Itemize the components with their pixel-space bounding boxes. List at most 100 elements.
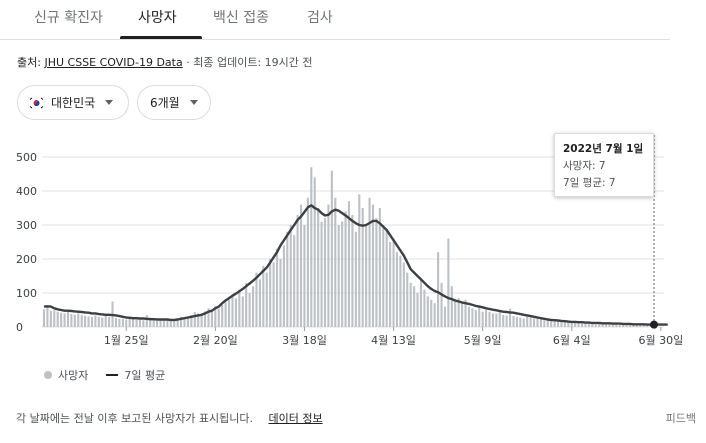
deaths-bar — [646, 324, 649, 327]
deaths-bar — [49, 310, 52, 327]
deaths-bar — [368, 197, 371, 327]
deaths-bar — [419, 279, 423, 327]
deaths-bar — [625, 324, 628, 327]
south-korea-flag-icon — [28, 96, 45, 109]
deaths-bar — [227, 299, 231, 327]
tab-deaths[interactable]: 사망자 — [138, 10, 177, 26]
tab-vaccinations[interactable]: 백신 접종 — [213, 10, 269, 26]
deaths-bar — [204, 311, 207, 327]
deaths-bar — [286, 231, 289, 327]
deaths-bar — [433, 303, 436, 327]
deaths-bar — [272, 262, 275, 327]
deaths-bar — [635, 324, 638, 327]
deaths-bar — [210, 310, 213, 327]
deaths-bar — [169, 320, 172, 327]
deaths-bar — [255, 272, 258, 327]
last-updated: · 최종 업데이트: 19시간 전 — [186, 56, 313, 69]
deaths-bar — [323, 218, 327, 327]
deaths-bar — [471, 308, 474, 327]
deaths-bar — [53, 310, 56, 327]
deaths-bar — [543, 320, 546, 327]
deaths-bar — [293, 235, 296, 327]
deaths-bar — [437, 252, 440, 327]
deaths-bar — [560, 320, 563, 327]
deaths-bar — [522, 318, 525, 327]
x-tick-label: 1월 25일 — [104, 333, 149, 347]
deaths-bar — [289, 225, 292, 327]
deaths-bar — [173, 319, 176, 327]
deaths-bar — [594, 324, 597, 327]
seven-day-average-line — [43, 204, 668, 326]
deaths-bar — [231, 294, 234, 327]
deaths-bar — [358, 194, 361, 327]
deaths-bar — [591, 323, 594, 327]
tooltip-date: 2022년 7월 1일 — [563, 143, 644, 155]
deaths-bar — [365, 225, 368, 327]
chart-tooltip: 2022년 7월 1일 사망자: 7 7일 평균: 7 — [554, 133, 654, 197]
deaths-bar — [628, 324, 632, 327]
feedback-link[interactable]: 피드백 — [665, 412, 696, 425]
deaths-bar — [306, 197, 309, 327]
deaths-bar — [186, 317, 189, 327]
deaths-bar — [481, 311, 484, 327]
deaths-bar — [327, 204, 330, 327]
deaths-bar — [509, 308, 512, 327]
deaths-bar — [183, 319, 186, 327]
y-tick-label: 400 — [16, 185, 37, 198]
deaths-bar — [529, 317, 532, 327]
deaths-bar — [587, 322, 590, 327]
x-tick-label: 2월 20일 — [193, 333, 238, 347]
deaths-bar — [536, 318, 539, 327]
deaths-bar — [440, 282, 443, 327]
deaths-bar — [162, 320, 166, 327]
deaths-bar — [505, 315, 508, 327]
chart-legend: 사망자 7일 평균 — [44, 367, 165, 383]
deaths-bar — [180, 316, 183, 327]
deaths-bar — [190, 315, 193, 327]
x-tick-label: 6월 30일 — [638, 333, 683, 347]
deaths-bar — [70, 314, 73, 327]
tab-tests[interactable]: 검사 — [307, 10, 333, 26]
deaths-bar — [512, 316, 515, 327]
deaths-bar — [570, 322, 573, 327]
deaths-bar — [176, 318, 179, 327]
deaths-bar — [73, 314, 76, 327]
deaths-bar — [234, 298, 237, 327]
data-info-link[interactable]: 데이터 정보 — [268, 412, 323, 425]
deaths-bar — [251, 286, 255, 327]
deaths-bar — [430, 299, 433, 327]
deaths-bar — [101, 317, 104, 327]
deaths-bar — [214, 305, 217, 327]
deaths-bar — [80, 315, 83, 327]
deaths-bar — [371, 204, 375, 327]
deaths-bar — [413, 286, 416, 327]
deaths-bar — [474, 310, 477, 327]
y-tick-label: 500 — [16, 151, 37, 164]
deaths-bar — [145, 315, 148, 327]
deaths-bar — [601, 323, 604, 327]
deaths-bar — [262, 265, 265, 327]
deaths-bar — [245, 282, 248, 327]
tab-new-cases[interactable]: 신규 확진자 — [34, 10, 103, 26]
chevron-down-icon — [105, 100, 114, 105]
deaths-bar — [217, 308, 220, 327]
deaths-bar — [238, 289, 241, 327]
source-link[interactable]: JHU CSSE COVID-19 Data — [44, 56, 183, 69]
deaths-bar — [166, 318, 169, 327]
deaths-bar — [60, 312, 63, 327]
region-dropdown[interactable]: 대한민국 — [17, 85, 129, 120]
deaths-bar — [611, 324, 614, 327]
deaths-bar — [553, 320, 556, 327]
deaths-bar — [275, 248, 279, 327]
deaths-bar — [138, 319, 142, 327]
x-tick-label: 5월 9일 — [464, 333, 502, 347]
y-tick-label: 200 — [16, 253, 37, 266]
deaths-bar — [615, 324, 618, 327]
range-dropdown[interactable]: 6개월 — [137, 85, 211, 120]
deaths-bar — [598, 323, 601, 327]
deaths-bar — [464, 299, 467, 327]
deaths-bar — [56, 311, 59, 327]
footer-text: 각 날짜에는 전날 이후 보고된 사망자가 표시됩니다. — [16, 412, 253, 425]
deaths-bar — [385, 228, 388, 327]
deaths-bar — [94, 315, 97, 327]
